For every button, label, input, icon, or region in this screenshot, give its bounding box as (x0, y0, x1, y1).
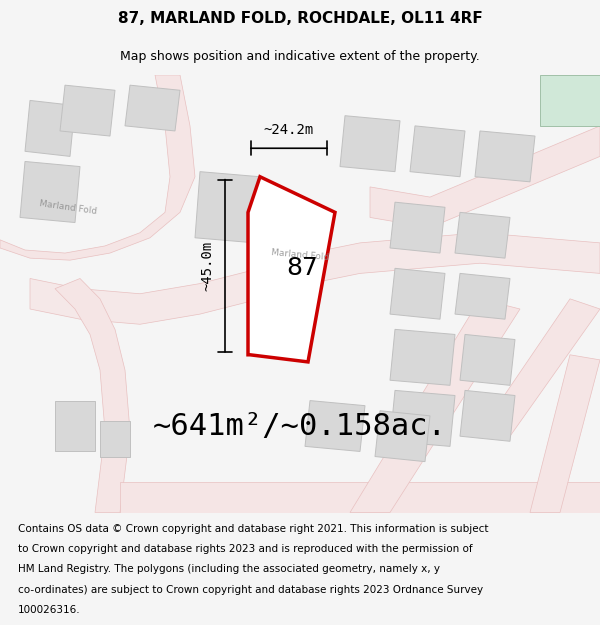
Text: Map shows position and indicative extent of the property.: Map shows position and indicative extent… (120, 50, 480, 62)
Polygon shape (25, 101, 75, 156)
Polygon shape (350, 299, 520, 512)
Polygon shape (370, 126, 600, 228)
Polygon shape (248, 177, 335, 362)
Text: 87: 87 (286, 256, 318, 281)
Text: co-ordinates) are subject to Crown copyright and database rights 2023 Ordnance S: co-ordinates) are subject to Crown copyr… (18, 584, 483, 594)
Polygon shape (480, 299, 600, 436)
Text: ~641m²/~0.158ac.: ~641m²/~0.158ac. (153, 411, 447, 441)
Text: ~45.0m: ~45.0m (200, 241, 214, 291)
Polygon shape (0, 75, 195, 260)
Text: Contains OS data © Crown copyright and database right 2021. This information is : Contains OS data © Crown copyright and d… (18, 524, 488, 534)
Polygon shape (30, 232, 600, 324)
Polygon shape (195, 172, 260, 243)
Polygon shape (375, 411, 430, 462)
Polygon shape (20, 161, 80, 222)
Text: ~24.2m: ~24.2m (264, 123, 314, 137)
Text: Marland Fold: Marland Fold (271, 248, 329, 262)
Polygon shape (125, 85, 180, 131)
Polygon shape (390, 268, 445, 319)
Polygon shape (460, 391, 515, 441)
Polygon shape (530, 355, 600, 512)
Polygon shape (100, 421, 130, 456)
Polygon shape (55, 279, 130, 512)
Polygon shape (60, 85, 115, 136)
Polygon shape (390, 391, 455, 446)
Polygon shape (55, 401, 95, 451)
Polygon shape (305, 401, 365, 451)
FancyBboxPatch shape (540, 75, 600, 126)
Polygon shape (390, 202, 445, 253)
Polygon shape (410, 126, 465, 177)
Polygon shape (390, 329, 455, 386)
Text: to Crown copyright and database rights 2023 and is reproduced with the permissio: to Crown copyright and database rights 2… (18, 544, 472, 554)
Polygon shape (120, 482, 600, 512)
Polygon shape (455, 213, 510, 258)
Polygon shape (475, 131, 535, 182)
Text: 100026316.: 100026316. (18, 605, 80, 615)
Text: HM Land Registry. The polygons (including the associated geometry, namely x, y: HM Land Registry. The polygons (includin… (18, 564, 440, 574)
Polygon shape (340, 116, 400, 172)
Polygon shape (460, 334, 515, 386)
Polygon shape (455, 273, 510, 319)
Text: Marland Fold: Marland Fold (38, 199, 97, 216)
Text: 87, MARLAND FOLD, ROCHDALE, OL11 4RF: 87, MARLAND FOLD, ROCHDALE, OL11 4RF (118, 11, 482, 26)
